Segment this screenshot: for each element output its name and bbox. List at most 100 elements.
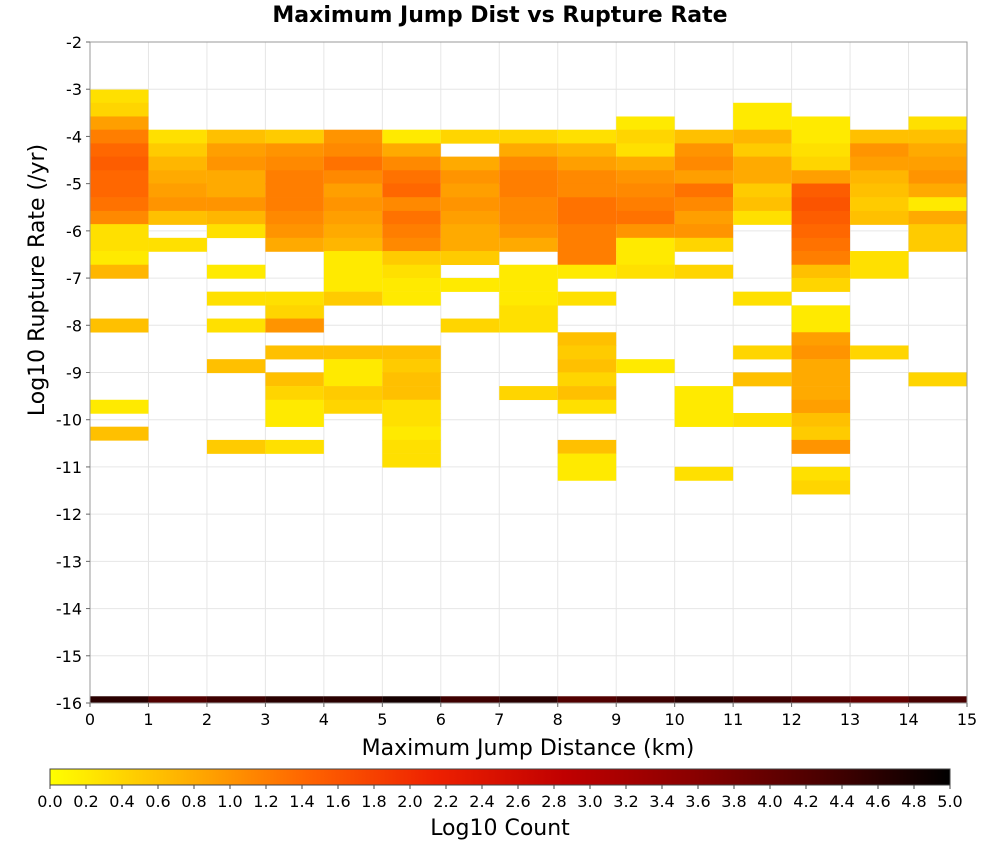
heatmap-cell [674, 156, 734, 171]
heatmap-cell [791, 197, 851, 212]
heatmap-cell [90, 89, 149, 104]
colorbar-tick-label: 0.2 [73, 792, 98, 811]
heatmap-cell [557, 251, 617, 265]
colorbar-tick-label: 2.4 [469, 792, 494, 811]
heatmap-cell [382, 264, 441, 279]
heatmap-cell [499, 183, 558, 198]
heatmap-cell [90, 237, 149, 252]
y-tick-label: -7 [66, 269, 82, 288]
heatmap-cell [382, 453, 441, 468]
heatmap-cell [557, 359, 617, 374]
heatmap-cell [440, 170, 500, 185]
x-axis-title: Maximum Jump Distance (km) [362, 736, 695, 761]
heatmap-cell [323, 359, 383, 374]
y-tick-label: -16 [56, 694, 82, 713]
heatmap-cell [791, 116, 851, 131]
colorbar-tick-label: 2.0 [397, 792, 422, 811]
heatmap-cell [733, 210, 792, 225]
heatmap-cell [733, 156, 792, 171]
heatmap-cell-bottom-row [791, 696, 851, 703]
y-tick-label: -10 [56, 411, 82, 430]
heatmap-cell-bottom-row [557, 696, 617, 703]
heatmap-cell [791, 332, 851, 347]
heatmap-cell [499, 129, 558, 144]
heatmap-cell [206, 318, 266, 333]
heatmap-cell [908, 156, 967, 171]
x-tick-label: 3 [260, 710, 270, 729]
heatmap-cell [908, 143, 967, 158]
heatmap-cell [791, 210, 851, 225]
heatmap-cell [206, 359, 266, 374]
heatmap-cell [908, 210, 967, 225]
heatmap-cell [265, 197, 324, 212]
heatmap-cell [382, 210, 441, 225]
heatmap-cell [908, 197, 967, 212]
heatmap-cell [382, 170, 441, 185]
heatmap-cell [616, 183, 675, 198]
heatmap-cell [733, 129, 792, 144]
heatmap-cell [733, 412, 792, 427]
colorbar-tick-label: 0.4 [109, 792, 134, 811]
heatmap-cell [733, 170, 792, 185]
heatmap-cell [499, 224, 558, 239]
heatmap-cell [674, 412, 734, 427]
heatmap-cell [148, 156, 207, 171]
heatmap-cell [791, 399, 851, 414]
colorbar-tick-label: 1.4 [289, 792, 314, 811]
heatmap-cell [382, 237, 441, 252]
heatmap-cell [791, 480, 851, 495]
heatmap-cell [148, 183, 207, 198]
heatmap-cell [850, 210, 909, 225]
heatmap-cell [557, 466, 617, 481]
colorbar-tick-label: 4.2 [793, 792, 818, 811]
colorbar-tick-label: 3.4 [649, 792, 674, 811]
heatmap-cell [148, 237, 207, 252]
heatmap-cell [90, 251, 149, 265]
heatmap-cell [499, 318, 558, 333]
heatmap-cell [791, 439, 851, 454]
colorbar-tick-label: 1.8 [361, 792, 386, 811]
heatmap-cell [674, 237, 734, 252]
heatmap-cell-bottom-row [440, 696, 500, 703]
y-tick-label: -8 [66, 316, 82, 335]
colorbar-tick-label: 4.0 [757, 792, 782, 811]
heatmap-cell [733, 197, 792, 212]
heatmap-cell [557, 170, 617, 185]
colorbar-tick-label: 0.6 [145, 792, 170, 811]
heatmap-cell-bottom-row [616, 696, 675, 703]
heatmap-cell [90, 156, 149, 171]
heatmap-cell [499, 291, 558, 306]
heatmap-cell [148, 170, 207, 185]
heatmap-cell [440, 251, 500, 265]
heatmap-cell [616, 237, 675, 252]
y-tick-label: -5 [66, 175, 82, 194]
heatmap-cell [674, 197, 734, 212]
heatmap-cell [323, 251, 383, 265]
heatmap-cell [206, 183, 266, 198]
heatmap-cell [382, 399, 441, 414]
heatmap-cell [440, 156, 500, 171]
heatmap-cell [557, 264, 617, 279]
heatmap-cell [323, 183, 383, 198]
heatmap-cell [90, 170, 149, 185]
colorbar-ticks: 0.0 0.2 0.4 0.6 0.8 1.0 1.2 1.4 1.6 1.8 2.0 2.2 2.4 2… [37, 785, 963, 811]
y-tick-label: -4 [66, 127, 82, 146]
heatmap-cell [382, 277, 441, 292]
colorbar [49, 768, 951, 786]
x-tick-label: 0 [85, 710, 95, 729]
colorbar-tick-label: 4.4 [829, 792, 854, 811]
heatmap-cell [206, 170, 266, 185]
heatmap-cell-bottom-row [265, 696, 324, 703]
heatmap-cell [440, 197, 500, 212]
y-tick-label: -11 [56, 458, 82, 477]
heatmap-cell [323, 372, 383, 387]
heatmap-cell [791, 170, 851, 185]
heatmap-cell [148, 129, 207, 144]
heatmap-cell [674, 264, 734, 279]
heatmap-cell [557, 129, 617, 144]
heatmap-cell [323, 197, 383, 212]
heatmap-cell [440, 210, 500, 225]
heatmap-cell [850, 156, 909, 171]
colorbar-tick-label: 2.8 [541, 792, 566, 811]
heatmap-cell-bottom-row [733, 696, 792, 703]
